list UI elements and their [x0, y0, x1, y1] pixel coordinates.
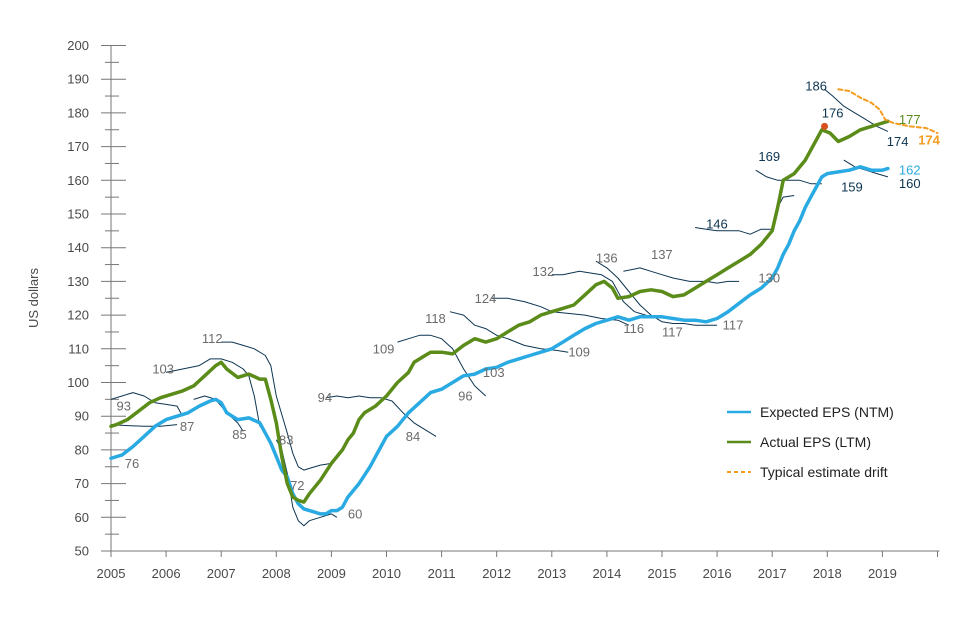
estimate-path — [325, 395, 437, 437]
estimate-path — [623, 267, 740, 284]
data-label: 130 — [758, 271, 780, 286]
legend: Expected EPS (NTM) Actual EPS (LTM) Typi… — [727, 404, 894, 480]
x-tick-label: 2007 — [207, 566, 236, 581]
estimate-path — [110, 392, 184, 417]
data-label: 169 — [758, 149, 780, 164]
x-tick-label: 2012 — [482, 566, 511, 581]
y-tick-label: 80 — [75, 442, 89, 457]
x-tick-label: 2008 — [262, 566, 291, 581]
data-label: 117 — [723, 318, 744, 333]
estimate-path — [755, 169, 822, 185]
y-tick-label: 120 — [67, 308, 89, 323]
series-layer — [109, 88, 939, 516]
y-tick-label: 50 — [75, 544, 89, 559]
data-label: 103 — [483, 365, 505, 380]
x-tick-label: 2006 — [152, 566, 181, 581]
data-label: 117 — [662, 324, 683, 339]
data-label: 160 — [899, 176, 921, 191]
data-label: 177 — [899, 112, 921, 127]
data-label: 136 — [596, 250, 618, 265]
data-label: 76 — [125, 456, 139, 471]
legend-label-expected: Expected EPS (NTM) — [760, 404, 894, 420]
data-label: 72 — [290, 478, 304, 493]
data-label: 60 — [348, 506, 362, 521]
data-label: 85 — [232, 427, 246, 442]
data-label: 94 — [318, 390, 332, 405]
x-tick-label: 2019 — [868, 566, 897, 581]
data-label: 162 — [899, 163, 921, 178]
y-tick-label: 70 — [75, 476, 89, 491]
data-label: 174 — [918, 132, 940, 147]
series-actual-eps — [109, 119, 890, 504]
y-tick-label: 160 — [67, 173, 89, 188]
estimate-path — [397, 334, 487, 397]
y-tick-label: 110 — [68, 341, 89, 356]
data-label: 93 — [117, 399, 131, 414]
axes: 50 60 70 80 90 100 110 120 130 140 150 160 170 180 190… — [67, 38, 940, 581]
data-label: 176 — [822, 105, 844, 120]
data-label: 87 — [180, 419, 194, 434]
y-tick-label: 150 — [67, 207, 89, 222]
data-label: 124 — [475, 291, 497, 306]
x-tick-label: 2005 — [97, 566, 126, 581]
x-tick-label: 2011 — [428, 566, 456, 581]
data-label: 174 — [887, 134, 909, 149]
data-label: 84 — [406, 429, 420, 444]
x-tick-label: 2017 — [758, 566, 787, 581]
data-label: 118 — [425, 311, 446, 326]
data-label: 186 — [805, 78, 827, 93]
y-tick-label: 100 — [67, 375, 89, 390]
series-expected-eps — [109, 165, 890, 516]
x-tick-label: 2014 — [592, 566, 621, 581]
estimate-path — [551, 270, 652, 318]
data-label: 112 — [202, 331, 223, 346]
data-label: 96 — [458, 388, 472, 403]
data-label: 116 — [623, 321, 644, 336]
legend-label-actual: Actual EPS (LTM) — [760, 434, 871, 450]
y-tick-label: 60 — [75, 510, 89, 525]
series-estimate-drift — [837, 88, 939, 135]
annotation-layer: 93 76 103 87 112 85 83 72 60 94 84 109 96 118 103 124 10… — [117, 78, 941, 521]
x-tick-label: 2009 — [317, 566, 346, 581]
y-tick-label: 200 — [67, 38, 89, 53]
data-label: 109 — [568, 345, 590, 360]
data-label: 159 — [841, 180, 863, 195]
data-label: 132 — [533, 264, 555, 279]
estimate-path — [110, 424, 178, 427]
estimate-path — [221, 341, 332, 471]
y-axis-title: US dollars — [26, 268, 41, 328]
x-tick-label: 2010 — [372, 566, 401, 581]
legend-label-drift: Typical estimate drift — [760, 464, 888, 480]
data-label: 83 — [279, 432, 293, 447]
x-tick-label: 2013 — [537, 566, 566, 581]
data-label: 109 — [373, 341, 395, 356]
data-label: 137 — [651, 247, 673, 262]
peak-marker — [821, 122, 829, 130]
y-tick-label: 140 — [67, 240, 89, 255]
y-tick-label: 130 — [67, 274, 89, 289]
x-tick-label: 2015 — [648, 566, 677, 581]
x-tick-label: 2018 — [813, 566, 842, 581]
x-tick-label: 2016 — [703, 566, 732, 581]
estimate-path — [165, 358, 261, 427]
y-tick-label: 180 — [67, 105, 89, 120]
y-tick-label: 190 — [67, 72, 89, 87]
data-label: 146 — [706, 217, 728, 232]
y-tick-label: 90 — [75, 409, 89, 424]
data-label: 103 — [152, 362, 174, 377]
y-tick-label: 170 — [67, 139, 89, 154]
